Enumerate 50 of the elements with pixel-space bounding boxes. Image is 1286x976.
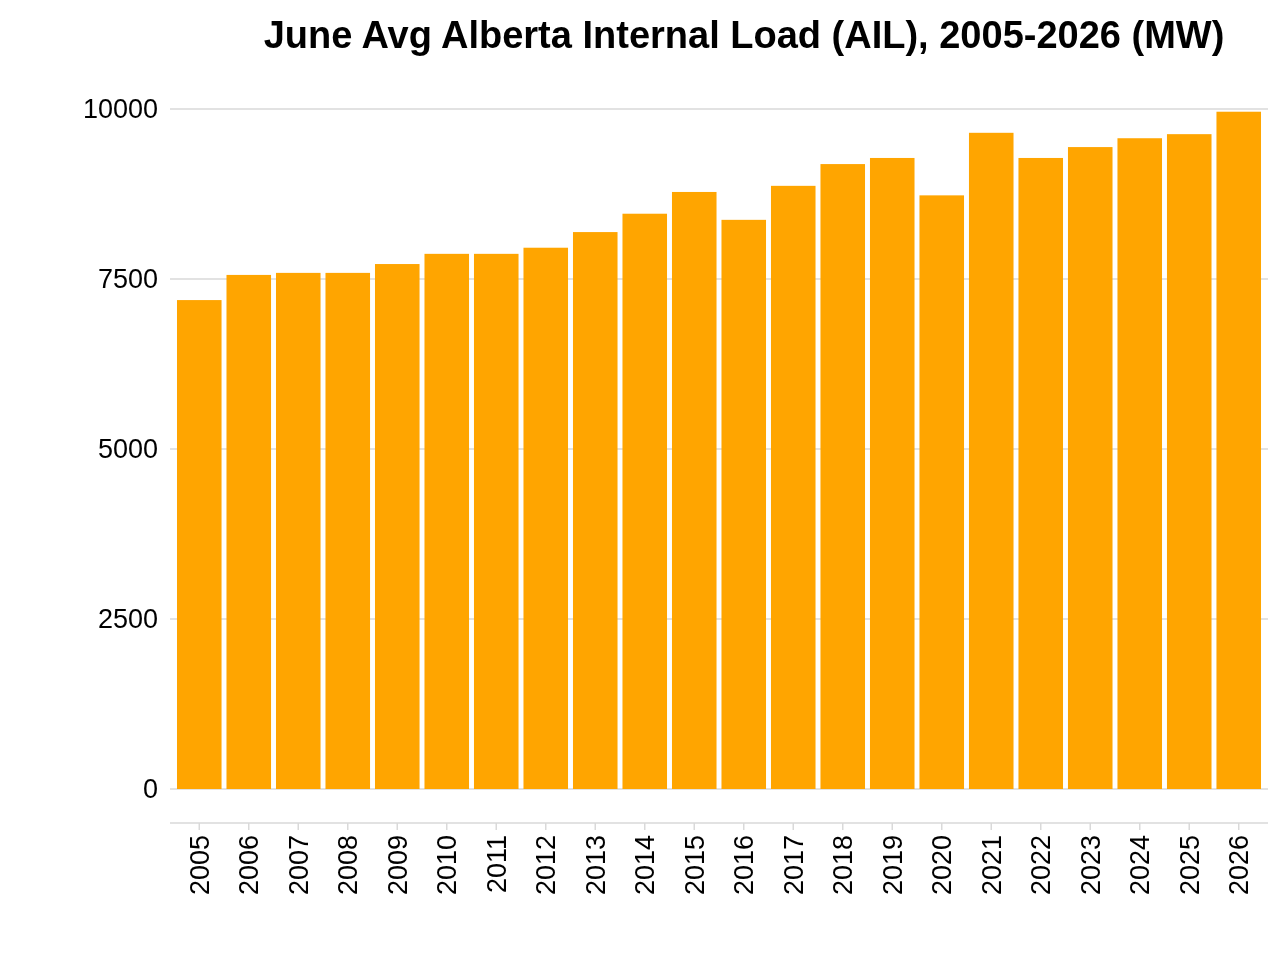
bar — [919, 195, 965, 789]
x-tick-label: 2022 — [1026, 835, 1057, 896]
bar — [622, 213, 668, 789]
bar — [424, 253, 470, 789]
bar — [572, 232, 618, 789]
bar — [1018, 157, 1064, 789]
x-tick-label: 2012 — [531, 835, 562, 896]
x-tick-label: 2014 — [630, 835, 661, 896]
bar — [1117, 138, 1163, 789]
x-tick-label: 2017 — [778, 835, 809, 896]
y-tick-label: 5000 — [97, 434, 158, 465]
x-tick-label: 2023 — [1075, 835, 1106, 896]
bar — [473, 253, 519, 789]
x-tick-label: 2019 — [877, 835, 908, 896]
bar — [523, 247, 569, 789]
x-tick-label: 2025 — [1174, 835, 1205, 896]
bar — [374, 264, 420, 789]
x-tick-label: 2006 — [234, 835, 265, 896]
bar — [1166, 134, 1212, 789]
x-tick-label: 2007 — [283, 835, 314, 896]
x-tick-label: 2020 — [927, 835, 958, 896]
chart-title: June Avg Alberta Internal Load (AIL), 2005-2026 (MW) — [263, 14, 1225, 56]
bar — [176, 300, 222, 789]
bar — [226, 274, 272, 789]
bar — [1067, 147, 1113, 789]
y-tick-label: 0 — [142, 774, 158, 805]
x-tick-label: 2018 — [828, 835, 859, 896]
bar — [721, 219, 767, 789]
y-tick-label: 10000 — [82, 94, 158, 125]
y-tick-label: 7500 — [97, 264, 158, 295]
x-tick-label: 2016 — [729, 835, 760, 896]
bar — [325, 272, 371, 789]
x-tick-label: 2011 — [481, 835, 512, 894]
bar — [968, 132, 1014, 789]
y-tick-label: 2500 — [97, 604, 158, 635]
x-tick-label: 2015 — [679, 835, 710, 896]
x-tick-label: 2009 — [382, 835, 413, 896]
bar — [275, 272, 321, 789]
bar — [671, 191, 717, 789]
x-tick-label: 2010 — [432, 835, 463, 896]
bar — [1216, 111, 1262, 789]
x-tick-label: 2013 — [580, 835, 611, 896]
bar — [869, 157, 915, 789]
bar — [770, 185, 816, 789]
x-tick-label: 2024 — [1125, 835, 1156, 896]
x-tick-label: 2008 — [333, 835, 364, 896]
x-tick-label: 2005 — [184, 835, 215, 896]
x-tick-label: 2026 — [1224, 835, 1255, 896]
x-tick-label: 2021 — [976, 835, 1007, 896]
bar — [820, 164, 866, 789]
